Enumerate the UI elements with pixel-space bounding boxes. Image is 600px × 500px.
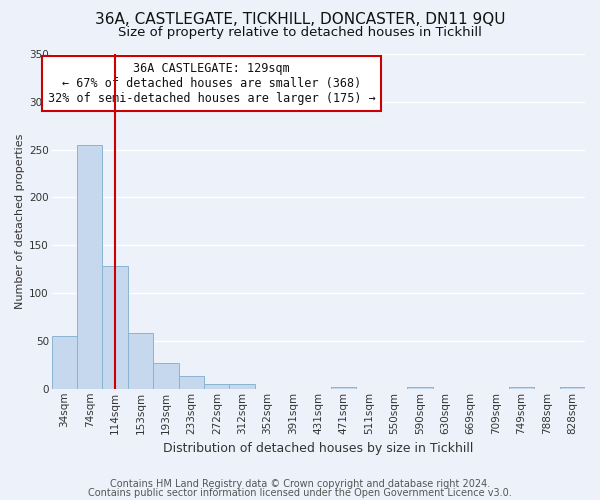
Bar [77,145,103,389]
Bar [52,336,77,389]
Y-axis label: Number of detached properties: Number of detached properties [15,134,25,309]
Bar [153,363,179,389]
Bar [229,384,255,389]
Text: 36A CASTLEGATE: 129sqm
← 67% of detached houses are smaller (368)
32% of semi-de: 36A CASTLEGATE: 129sqm ← 67% of detached… [48,62,376,106]
Text: Size of property relative to detached houses in Tickhill: Size of property relative to detached ho… [118,26,482,39]
X-axis label: Distribution of detached houses by size in Tickhill: Distribution of detached houses by size … [163,442,473,455]
Bar [128,334,153,389]
Text: Contains public sector information licensed under the Open Government Licence v3: Contains public sector information licen… [88,488,512,498]
Bar [179,376,204,389]
Bar [204,384,229,389]
Bar [331,387,356,389]
Bar [407,387,433,389]
Bar [103,266,128,389]
Text: 36A, CASTLEGATE, TICKHILL, DONCASTER, DN11 9QU: 36A, CASTLEGATE, TICKHILL, DONCASTER, DN… [95,12,505,28]
Bar [560,387,585,389]
Text: Contains HM Land Registry data © Crown copyright and database right 2024.: Contains HM Land Registry data © Crown c… [110,479,490,489]
Bar [509,387,534,389]
